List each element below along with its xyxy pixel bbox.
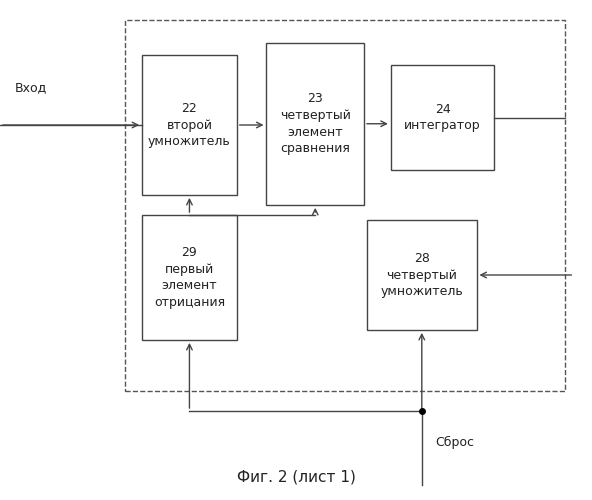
Text: 22
второй
умножитель: 22 второй умножитель [148, 102, 231, 148]
Text: 29
первый
элемент
отрицания: 29 первый элемент отрицания [154, 246, 225, 309]
Bar [391, 65, 494, 170]
Bar [142, 215, 237, 340]
Bar [142, 55, 237, 195]
Bar [266, 42, 364, 205]
Text: 28
четвертый
умножитель: 28 четвертый умножитель [381, 252, 463, 298]
Text: Фиг. 2 (лист 1): Фиг. 2 (лист 1) [237, 470, 355, 485]
Text: 24
интегратор: 24 интегратор [404, 103, 481, 132]
Bar [125, 20, 565, 391]
Bar [367, 220, 477, 330]
Text: Сброс: Сброс [435, 436, 474, 449]
Text: Вход: Вход [15, 81, 47, 94]
Text: 23
четвертый
элемент
сравнения: 23 четвертый элемент сравнения [280, 92, 350, 155]
